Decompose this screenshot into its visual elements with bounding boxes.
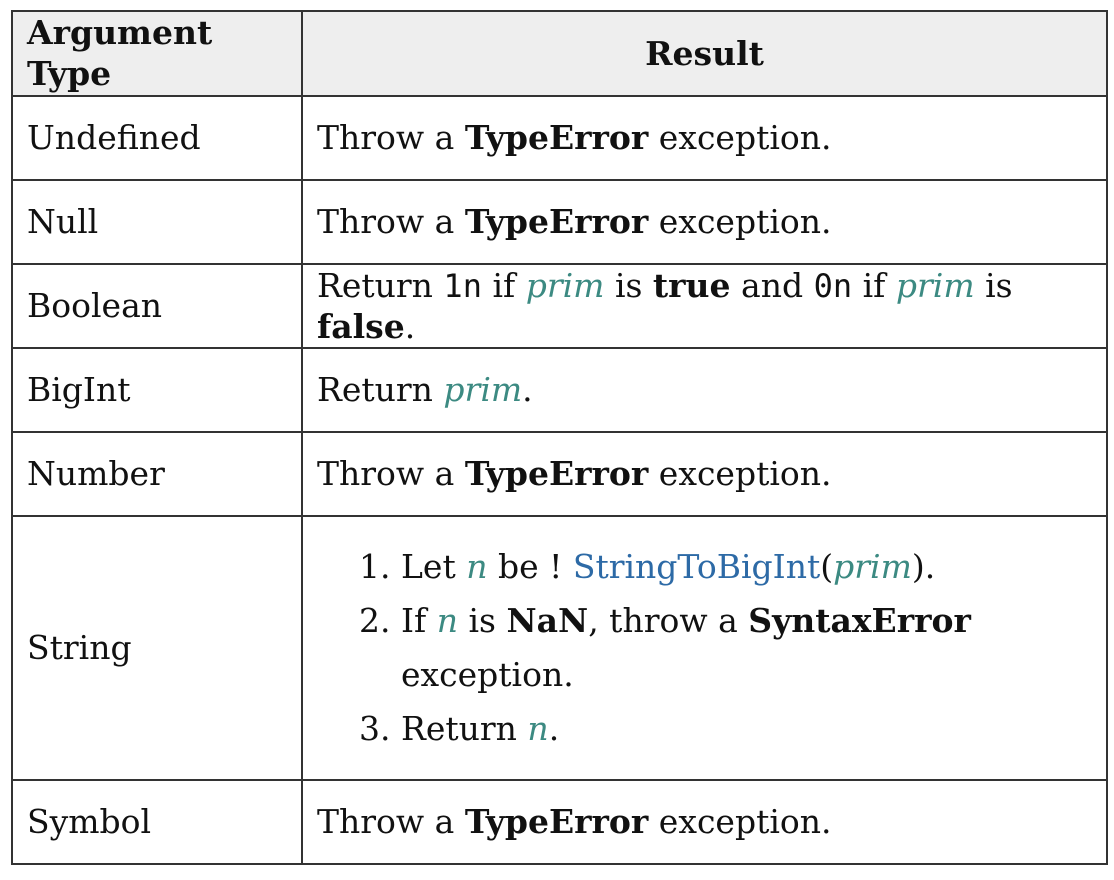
true-keyword: true: [652, 265, 731, 305]
type-error-keyword: TypeError: [464, 201, 649, 241]
variable-prim[interactable]: prim: [895, 265, 975, 305]
argument-type-cell: Boolean: [11, 262, 303, 349]
type-error-keyword: TypeError: [464, 117, 649, 157]
argument-type-cell: Null: [11, 178, 303, 265]
argument-type-cell: Symbol: [11, 779, 303, 865]
result-text: Return: [317, 370, 444, 410]
header-result: Result: [301, 10, 1108, 97]
result-text: .: [404, 306, 416, 346]
variable-prim[interactable]: prim: [833, 547, 912, 586]
false-keyword: false: [317, 306, 405, 346]
algorithm-step-2: If n is NaN, throw a SyntaxError excepti…: [401, 594, 1092, 702]
argument-type-cell: Undefined: [11, 94, 303, 181]
table-row-symbol: Symbol Throw a TypeError exception.: [11, 779, 1108, 865]
result-text: Return: [317, 265, 444, 305]
result-text: and: [730, 265, 814, 305]
step-text: exception.: [401, 655, 574, 694]
argument-type-cell: Number: [11, 431, 303, 517]
result-cell: Return 1n if prim is true and 0n if prim…: [301, 262, 1108, 349]
step-text: If: [401, 601, 437, 640]
algorithm-step-3: Return n.: [401, 702, 1092, 756]
step-text: is: [458, 601, 507, 640]
type-error-keyword: TypeError: [464, 454, 649, 494]
bigint-literal-one: 1n: [443, 266, 482, 305]
result-text: exception.: [648, 802, 832, 842]
variable-prim[interactable]: prim: [443, 370, 523, 410]
result-text: if: [481, 265, 526, 305]
result-cell: Throw a TypeError exception.: [301, 178, 1108, 265]
result-text: is: [604, 265, 653, 305]
step-text: Return: [401, 709, 528, 748]
table-row-undefined: Undefined Throw a TypeError exception.: [11, 94, 1108, 181]
table-row-boolean: Boolean Return 1n if prim is true and 0n…: [11, 262, 1108, 349]
result-text: if: [852, 265, 896, 305]
result-text: is: [974, 265, 1013, 305]
step-text: Let: [401, 547, 467, 586]
tobigint-conversion-table: Argument Type Result Undefined Throw a T…: [11, 10, 1108, 865]
result-cell: Throw a TypeError exception.: [301, 779, 1108, 865]
step-text: .: [548, 709, 560, 748]
table-header-row: Argument Type Result: [11, 10, 1108, 97]
result-cell: Throw a TypeError exception.: [301, 431, 1108, 517]
bigint-literal-zero: 0n: [813, 266, 853, 305]
argument-type-cell: BigInt: [11, 347, 303, 433]
result-cell: Throw a TypeError exception.: [301, 94, 1108, 181]
step-text: be !: [487, 547, 573, 586]
step-text: ).: [911, 547, 936, 586]
variable-n[interactable]: n: [527, 709, 549, 748]
variable-prim[interactable]: prim: [525, 265, 605, 305]
result-text: exception.: [648, 454, 832, 494]
result-cell: Return prim.: [301, 347, 1108, 433]
result-text: .: [522, 370, 533, 410]
result-cell: Let n be ! StringToBigInt(prim). If n is…: [301, 515, 1108, 781]
header-argument-type: Argument Type: [11, 10, 303, 97]
syntax-error-keyword: SyntaxError: [748, 601, 971, 640]
nan-keyword: NaN: [506, 601, 589, 640]
result-text: Throw a: [317, 201, 465, 241]
result-text: Throw a: [317, 117, 465, 157]
table-row-bigint: BigInt Return prim.: [11, 347, 1108, 433]
clipped-heading-fragment: [0, 0, 1114, 8]
argument-type-cell: String: [11, 515, 303, 781]
step-text: (: [820, 547, 834, 586]
variable-n[interactable]: n: [436, 601, 459, 640]
result-text: Throw a: [317, 454, 465, 494]
result-text: exception.: [648, 201, 832, 241]
table-row-string: String Let n be ! StringToBigInt(prim). …: [11, 515, 1108, 781]
result-text: Throw a: [317, 802, 465, 842]
string-to-bigint-link[interactable]: StringToBigInt: [572, 547, 821, 586]
algorithm-step-1: Let n be ! StringToBigInt(prim).: [401, 540, 1092, 594]
variable-n[interactable]: n: [466, 547, 488, 586]
result-text: exception.: [648, 117, 832, 157]
type-error-keyword: TypeError: [464, 802, 649, 842]
step-text: , throw a: [588, 601, 749, 640]
table-row-number: Number Throw a TypeError exception.: [11, 431, 1108, 517]
algorithm-steps: Let n be ! StringToBigInt(prim). If n is…: [317, 540, 1092, 756]
table-row-null: Null Throw a TypeError exception.: [11, 178, 1108, 265]
